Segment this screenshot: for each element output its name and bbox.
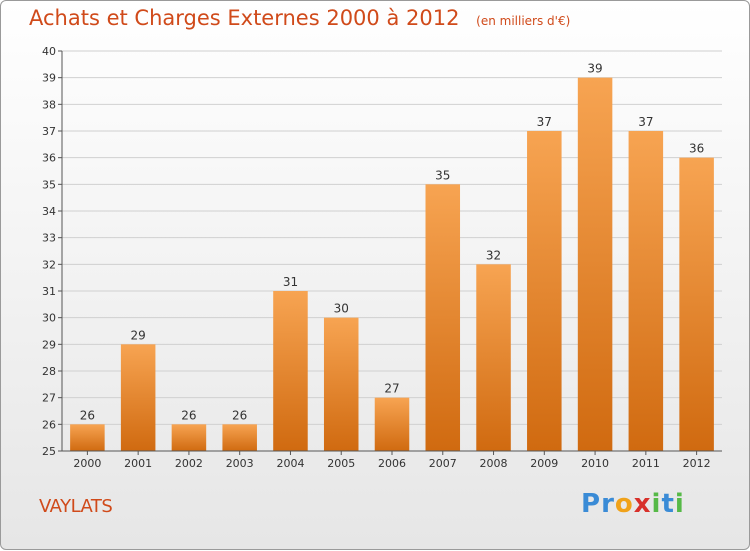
- data-label-2004: 31: [283, 275, 298, 289]
- x-tick-label: 2000: [73, 457, 101, 470]
- data-label-2001: 29: [131, 328, 146, 342]
- bars: 26 29 26 26 31 30 27 35 32 37 39 37 36: [70, 62, 714, 452]
- x-tick-label: 2008: [480, 457, 508, 470]
- data-label-2010: 39: [587, 62, 602, 76]
- x-tick-label: 2002: [175, 457, 203, 470]
- y-tick-label: 27: [42, 392, 56, 405]
- x-tick-label: 2011: [632, 457, 660, 470]
- data-label-2008: 32: [486, 248, 501, 262]
- bar-2008: [476, 264, 511, 451]
- x-tick-label: 2004: [276, 457, 304, 470]
- bar-2010: [577, 77, 613, 452]
- x-tick-label: 2005: [327, 457, 355, 470]
- data-label-2009: 37: [537, 115, 552, 129]
- y-tick-label: 26: [42, 418, 56, 431]
- y-tick-label: 40: [42, 45, 56, 58]
- x-tick-label: 2007: [429, 457, 457, 470]
- chart-title-text: Achats et Charges Externes 2000 à 2012: [29, 6, 460, 30]
- y-tick-label: 25: [42, 445, 56, 458]
- bar-2003: [222, 424, 257, 451]
- bar-2000: [70, 424, 105, 451]
- bar-2005: [323, 317, 359, 451]
- y-tick-label: 33: [42, 232, 56, 245]
- y-tick-label: 29: [42, 338, 56, 351]
- y-tick-label: 39: [42, 72, 56, 85]
- bar-2007: [425, 184, 461, 452]
- data-label-2007: 35: [435, 168, 450, 182]
- y-tick-label: 30: [42, 312, 56, 325]
- bar-2006: [374, 397, 410, 451]
- x-tick-label: 2001: [124, 457, 152, 470]
- bar-2004: [273, 291, 308, 451]
- data-label-2011: 37: [638, 115, 653, 129]
- y-tick-label: 38: [42, 98, 56, 111]
- bar-2001: [120, 344, 156, 451]
- axes: 25 26 27 28 29 30 31 32 33 34 35 36 37 38 39 40 2000 2001…: [42, 45, 722, 470]
- y-tick-label: 34: [42, 205, 56, 218]
- chart-subtitle: (en milliers d'€): [476, 14, 571, 28]
- data-label-2000: 26: [80, 408, 95, 422]
- data-label-2012: 36: [689, 142, 704, 156]
- bar-2011: [628, 131, 664, 451]
- proxiti-logo: Proxiti: [581, 489, 685, 519]
- x-tick-label: 2009: [530, 457, 558, 470]
- bar-2009: [527, 131, 562, 451]
- x-tick-label: 2003: [226, 457, 254, 470]
- chart-title: Achats et Charges Externes 2000 à 2012 (…: [29, 6, 570, 30]
- data-label-2002: 26: [181, 408, 196, 422]
- bar-2002: [171, 424, 207, 451]
- y-tick-label: 37: [42, 125, 56, 138]
- x-tick-label: 2012: [683, 457, 711, 470]
- y-tick-label: 32: [42, 258, 56, 271]
- data-label-2006: 27: [384, 382, 399, 396]
- y-tick-label: 28: [42, 365, 56, 378]
- location-label: VAYLATS: [39, 496, 113, 517]
- x-tick-label: 2006: [378, 457, 406, 470]
- y-tick-label: 35: [42, 178, 56, 191]
- x-tick-label: 2010: [581, 457, 609, 470]
- bar-2012: [679, 157, 714, 451]
- y-tick-label: 31: [42, 285, 56, 298]
- y-tick-label: 36: [42, 152, 56, 165]
- data-label-2005: 30: [334, 302, 349, 316]
- data-label-2003: 26: [232, 408, 247, 422]
